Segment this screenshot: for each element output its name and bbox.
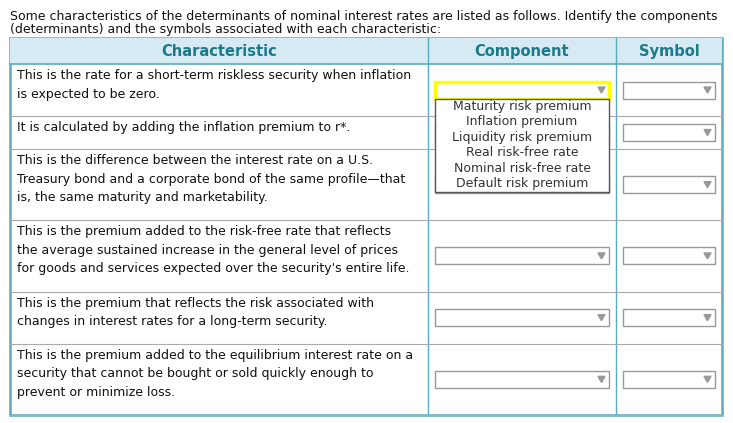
Polygon shape [704,253,711,259]
Bar [435,371,609,388]
Polygon shape [598,253,605,259]
Polygon shape [704,87,711,93]
Text: It is calculated by adding the inflation premium to r*.: It is calculated by adding the inflation… [17,121,350,134]
Text: Real risk-free rate: Real risk-free rate [465,146,578,159]
Bar [623,124,715,141]
Bar [10,38,722,415]
Polygon shape [598,129,605,135]
Text: Maturity risk premium: Maturity risk premium [453,100,592,113]
Text: Characteristic: Characteristic [161,44,277,58]
Text: Some characteristics of the determinants of nominal interest rates are listed as: Some characteristics of the determinants… [10,10,718,23]
Text: Nominal risk-free rate: Nominal risk-free rate [454,162,591,175]
Bar [435,124,609,141]
Text: Symbol: Symbol [638,44,699,58]
Text: Component: Component [475,44,570,58]
Bar [623,82,715,99]
Text: This is the difference between the interest rate on a U.S.
Treasury bond and a c: This is the difference between the inter… [17,154,405,204]
Polygon shape [598,315,605,321]
Bar [623,371,715,388]
Bar [435,309,609,326]
Bar [623,309,715,326]
Bar [435,247,609,264]
Polygon shape [704,129,711,135]
Bar [623,247,715,264]
Text: This is the rate for a short-term riskless security when inflation
is expected t: This is the rate for a short-term riskle… [17,69,411,101]
Bar [10,38,722,64]
Polygon shape [704,315,711,321]
Polygon shape [598,87,605,93]
Text: Default risk premium: Default risk premium [456,177,588,190]
Text: (determinants) and the symbols associated with each characteristic:: (determinants) and the symbols associate… [10,23,441,36]
Bar [435,82,609,99]
Polygon shape [704,181,711,188]
Text: This is the premium that reflects the risk associated with
changes in interest r: This is the premium that reflects the ri… [17,297,374,328]
Text: Liquidity risk premium: Liquidity risk premium [452,131,592,144]
Text: This is the premium added to the equilibrium interest rate on a
security that ca: This is the premium added to the equilib… [17,349,413,399]
Bar [435,176,609,193]
Text: This is the premium added to the risk-free rate that reflects
the average sustai: This is the premium added to the risk-fr… [17,225,410,275]
Bar [435,99,609,192]
Polygon shape [704,376,711,382]
Bar [623,176,715,193]
Polygon shape [598,181,605,188]
Text: Inflation premium: Inflation premium [466,115,578,128]
Polygon shape [598,376,605,382]
